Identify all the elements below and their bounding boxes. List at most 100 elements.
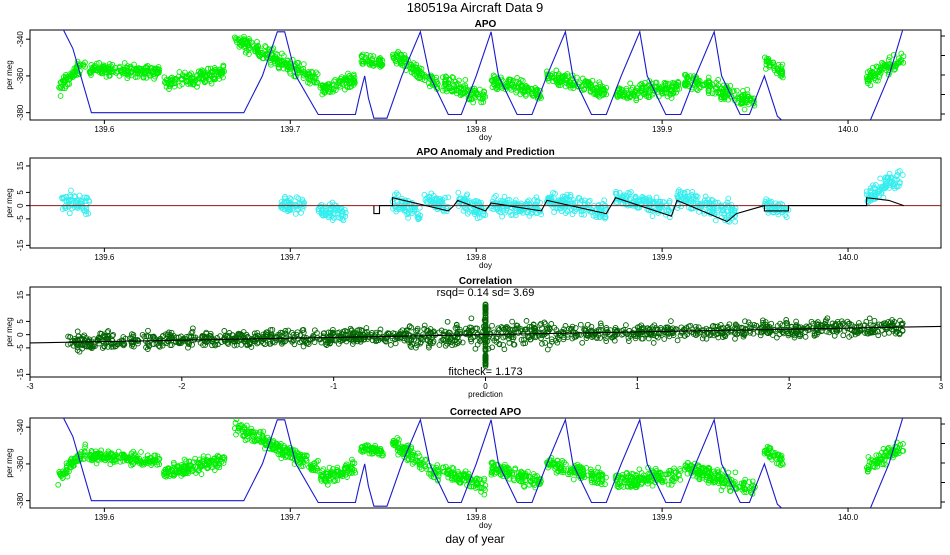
y-tick-label: -5 bbox=[16, 344, 25, 352]
data-point bbox=[510, 319, 515, 324]
data-point bbox=[543, 341, 548, 346]
x-tick-label: -2 bbox=[178, 382, 186, 391]
main-title: 180519a Aircraft Data 9 bbox=[407, 0, 544, 15]
data-point bbox=[490, 323, 495, 328]
x-tick-label: 139.9 bbox=[652, 125, 673, 134]
y-axis-label: per meg bbox=[5, 60, 14, 89]
data-point bbox=[706, 75, 711, 80]
plot-area bbox=[30, 169, 941, 225]
data-point bbox=[662, 337, 667, 342]
data-point bbox=[676, 203, 681, 208]
data-point bbox=[624, 323, 629, 328]
data-point bbox=[263, 342, 268, 347]
data-point bbox=[146, 328, 151, 333]
data-point bbox=[867, 316, 872, 321]
plot-frame bbox=[30, 30, 941, 120]
data-point bbox=[139, 450, 144, 455]
data-point bbox=[878, 176, 883, 181]
panel-anomaly: APO Anomaly and Prediction 139.6 139.7 139.… bbox=[5, 147, 941, 270]
panel-title: APO bbox=[475, 19, 497, 30]
data-point bbox=[651, 341, 656, 346]
data-point bbox=[578, 322, 583, 327]
plot-frame bbox=[30, 418, 941, 508]
data-point bbox=[77, 193, 82, 198]
x-tick-label: 139.6 bbox=[94, 125, 115, 134]
panel-title: Corrected APO bbox=[450, 407, 522, 418]
data-point bbox=[301, 62, 306, 67]
panel-title: Correlation bbox=[459, 276, 512, 287]
data-point bbox=[445, 319, 450, 324]
data-point bbox=[222, 329, 227, 334]
data-point bbox=[794, 319, 799, 324]
plot-area bbox=[30, 302, 941, 369]
x-tick-label: 139.6 bbox=[94, 253, 115, 262]
fitcheck-annotation: fitcheck= 1.173 bbox=[448, 366, 522, 378]
x-tick-label: 3 bbox=[939, 382, 944, 391]
x-tick-label: 139.9 bbox=[652, 253, 673, 262]
data-point bbox=[675, 338, 680, 343]
data-point bbox=[872, 318, 877, 323]
data-point bbox=[469, 316, 474, 321]
data-point bbox=[456, 190, 461, 195]
data-point bbox=[654, 195, 659, 200]
data-point bbox=[669, 319, 674, 324]
data-point bbox=[122, 61, 127, 66]
plot-frame bbox=[30, 158, 941, 248]
data-point bbox=[446, 195, 451, 200]
y-tick-label: -360 bbox=[16, 67, 25, 84]
data-point bbox=[191, 326, 196, 331]
data-point bbox=[463, 77, 468, 82]
y-tick-label: 0 bbox=[16, 332, 25, 337]
y-tick-label: -15 bbox=[16, 239, 25, 251]
data-point bbox=[524, 319, 529, 324]
x-axis-label: doy bbox=[479, 261, 492, 270]
data-point bbox=[742, 107, 747, 112]
x-axis-label: doy bbox=[479, 133, 492, 142]
x-tick-label: -3 bbox=[26, 382, 34, 391]
y-tick-label: 15 bbox=[16, 161, 25, 170]
data-point bbox=[116, 449, 121, 454]
data-point bbox=[301, 344, 306, 349]
x-tick-label: -1 bbox=[330, 382, 338, 391]
y-axis-label: per meg bbox=[5, 317, 14, 346]
panel-title: APO Anomaly and Prediction bbox=[416, 147, 555, 158]
x-tick-label: 139.7 bbox=[280, 125, 301, 134]
data-point bbox=[733, 336, 738, 341]
data-point bbox=[69, 188, 74, 193]
data-point bbox=[775, 335, 780, 340]
data-point bbox=[75, 329, 80, 334]
y-tick-label: 0 bbox=[16, 203, 25, 208]
data-point bbox=[784, 318, 789, 323]
data-point bbox=[690, 189, 695, 194]
data-point bbox=[882, 332, 887, 337]
y-tick-label: 5 bbox=[16, 190, 25, 195]
plot-area bbox=[30, 414, 941, 517]
data-point bbox=[900, 173, 905, 178]
x-tick-label: 1 bbox=[635, 382, 640, 391]
data-point bbox=[388, 343, 393, 348]
y-tick-label: 5 bbox=[16, 319, 25, 324]
data-point bbox=[803, 335, 808, 340]
data-point bbox=[580, 340, 585, 345]
data-point bbox=[650, 214, 655, 219]
data-point bbox=[67, 211, 72, 216]
y-axis-label: per meg bbox=[5, 188, 14, 217]
y-tick-label: -340 bbox=[16, 31, 25, 48]
data-point bbox=[56, 482, 61, 487]
data-point bbox=[733, 219, 738, 224]
data-point bbox=[58, 94, 63, 99]
data-point bbox=[841, 333, 846, 338]
data-point bbox=[540, 341, 545, 346]
data-point bbox=[713, 218, 718, 223]
y-tick-label: 15 bbox=[16, 290, 25, 299]
x-tick-label: 140.0 bbox=[838, 125, 859, 134]
y-tick-label: -380 bbox=[16, 104, 25, 121]
data-point bbox=[437, 343, 442, 348]
x-tick-label: 140.0 bbox=[838, 253, 859, 262]
data-point bbox=[422, 192, 427, 197]
y-tick-label: -5 bbox=[16, 215, 25, 223]
x-tick-label: 139.7 bbox=[280, 253, 301, 262]
